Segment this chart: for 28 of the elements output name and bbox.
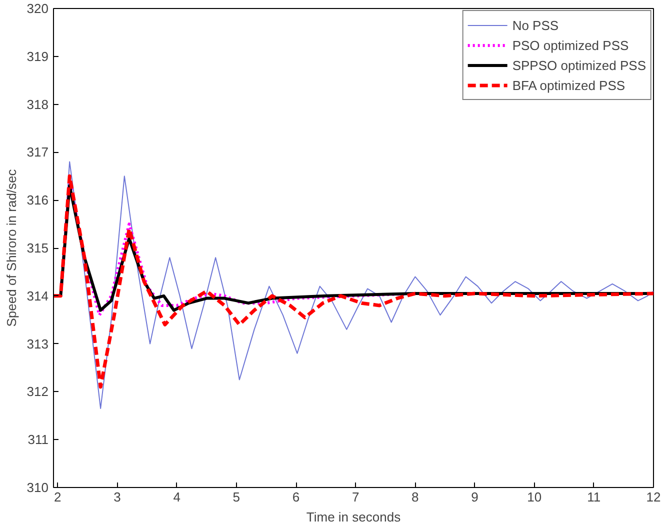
y-tick-label: 314: [26, 288, 49, 304]
legend-label: PSO optimized PSS: [512, 38, 629, 52]
x-tick-label: 5: [232, 490, 240, 504]
x-tick-label: 2: [54, 490, 62, 504]
y-tick-label: 320: [26, 1, 49, 16]
y-axis-title: Speed of Shiroro in rad/sec: [4, 168, 19, 327]
x-tick-label: 6: [292, 490, 300, 504]
x-tick-label: 3: [114, 490, 121, 504]
x-tick-label: 10: [527, 490, 542, 504]
x-tick-label: 9: [471, 490, 478, 504]
y-tick-label: 313: [26, 336, 49, 352]
x-tick-label: 4: [173, 490, 180, 504]
y-tick-label: 318: [26, 96, 49, 112]
legend-label: SPPSO optimized PSS: [512, 58, 646, 72]
legend-label: BFA optimized PSS: [512, 78, 626, 92]
y-tick-label: 316: [26, 192, 49, 208]
x-tick-label: 7: [352, 490, 360, 504]
y-tick-label: 319: [26, 48, 49, 64]
y-tick-label: 312: [26, 384, 49, 400]
y-tick-label: 315: [26, 240, 49, 256]
legend-label: No PSS: [512, 18, 559, 32]
x-tick-label: 8: [412, 490, 419, 504]
x-tick-label: 12: [646, 490, 661, 504]
y-tick-label: 311: [28, 432, 49, 448]
y-tick-label: 317: [26, 144, 49, 160]
y-tick-label: 310: [26, 480, 49, 495]
x-axis-title: Time in seconds: [306, 510, 402, 524]
x-tick-label: 11: [587, 490, 601, 504]
